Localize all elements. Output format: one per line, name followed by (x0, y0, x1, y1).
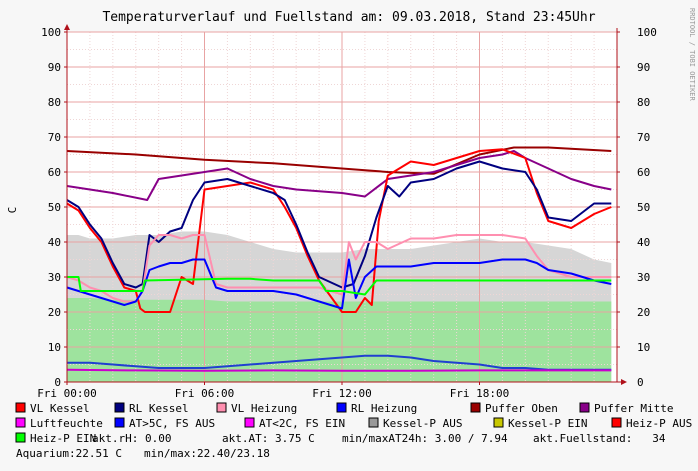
y-tick-label-left: 0 (54, 376, 61, 389)
legend-item: Puffer Oben (470, 402, 558, 415)
legend-item: Luftfeuchte (15, 417, 103, 430)
legend-swatch (15, 402, 26, 413)
y-tick-label-left: 70 (48, 131, 61, 144)
info-fuellstand: akt.Fuellstand: 34 (533, 432, 666, 445)
x-tick-label: Fri 06:00 (175, 387, 235, 400)
x-tick-label: Fri 12:00 (312, 387, 372, 400)
legend-label: Puffer Mitte (594, 402, 673, 415)
legend-label: Heiz-P AUS (626, 417, 692, 430)
watermark: RRDTOOL / TOBI OETIKER (688, 8, 696, 102)
area-heiz-p-ein (67, 298, 612, 382)
legend-swatch (114, 402, 125, 413)
info-minmax-at: min/maxAT24h: 3.00 / 7.94 (342, 432, 508, 445)
legend-item: Heiz-P AUS (611, 417, 692, 430)
y-tick-label-right: 10 (637, 341, 650, 354)
line-luftfeuchte (66, 368, 612, 372)
legend-label: Luftfeuchte (30, 417, 103, 430)
line-at-5c-fs-aus (67, 354, 612, 371)
y-tick-label-right: 70 (637, 131, 650, 144)
legend-swatch (244, 417, 255, 428)
y-tick-label-right: 30 (637, 271, 650, 284)
y-tick-label-left: 100 (41, 26, 61, 39)
legend-item: VL Heizung (216, 402, 297, 415)
legend-item: VL Kessel (15, 402, 90, 415)
legend-label: RL Kessel (129, 402, 189, 415)
legend-swatch (336, 402, 347, 413)
series-lines (66, 146, 612, 372)
legend-swatch (493, 417, 504, 428)
x-tick-label: Fri 00:00 (37, 387, 97, 400)
x-tick-label: Fri 18:00 (450, 387, 510, 400)
info-panel: akt.rH: 0.00 akt.AT: 3.75 C min/maxAT24h… (16, 432, 666, 460)
legend-label: AT>5C, FS AUS (129, 417, 215, 430)
y-tick-label-left: 20 (48, 306, 61, 319)
y-tick-label-right: 60 (637, 166, 650, 179)
y-tick-label-right: 80 (637, 96, 650, 109)
y-tick-label-left: 90 (48, 61, 61, 74)
y-tick-label-left: 40 (48, 236, 61, 249)
legend-label: Kessel-P EIN (508, 417, 587, 430)
y-tick-label-right: 100 (637, 26, 657, 39)
info-aquarium-minmax: min/max:22.40/23.18 (144, 447, 270, 460)
legend-item: Puffer Mitte (579, 402, 673, 415)
legend-swatch (114, 417, 125, 428)
chart-title: Temperaturverlauf und Fuellstand am: 09.… (102, 10, 595, 25)
y-tick-label-right: 40 (637, 236, 650, 249)
y-tick-label-left: 50 (48, 201, 61, 214)
y-tick-label-left: 60 (48, 166, 61, 179)
legend-swatch (15, 417, 26, 428)
legend-label: AT<2C, FS EIN (259, 417, 345, 430)
legend-swatch (470, 402, 481, 413)
legend-swatch (611, 417, 622, 428)
legend-item: AT<2C, FS EIN (244, 417, 345, 430)
info-rh: akt.rH: 0.00 (92, 432, 171, 445)
y-tick-label-right: 90 (637, 61, 650, 74)
y-tick-label-left: 30 (48, 271, 61, 284)
legend-item: AT>5C, FS AUS (114, 417, 215, 430)
line-heiz-p-ein (67, 276, 612, 296)
legend-label: VL Heizung (231, 402, 297, 415)
legend-swatch (216, 402, 227, 413)
y-tick-label-right: 20 (637, 306, 650, 319)
legend-swatch (579, 402, 590, 413)
y-tick-label-left: 10 (48, 341, 61, 354)
x-axis-arrow (621, 379, 627, 385)
legend-item: Kessel-P AUS (368, 417, 462, 430)
legend-swatch (15, 432, 26, 443)
y-tick-label-right: 0 (637, 376, 644, 389)
legend-label: Kessel-P AUS (383, 417, 462, 430)
info-at: akt.AT: 3.75 C (222, 432, 315, 445)
legend-label: VL Kessel (30, 402, 90, 415)
legend-label: Heiz-P EIN (30, 432, 96, 445)
legend: VL Kessel RL Kessel VL Heizung RL Heizung Pu… (15, 402, 692, 445)
y-tick-label-left: 80 (48, 96, 61, 109)
legend-label: RL Heizung (351, 402, 417, 415)
line-rl-heizung (66, 258, 612, 310)
y-axis-arrow (64, 24, 70, 30)
line-rl-kessel (66, 160, 612, 289)
legend-item: Kessel-P EIN (493, 417, 587, 430)
y-axis-label: C (6, 207, 19, 214)
line-vl-kessel (66, 148, 612, 313)
legend-item: Heiz-P EIN (15, 432, 96, 445)
legend-swatch (368, 417, 379, 428)
legend-item: RL Heizung (336, 402, 417, 415)
y-tick-label-right: 50 (637, 201, 650, 214)
legend-label: Puffer Oben (485, 402, 558, 415)
line-puffer-oben (66, 146, 612, 175)
axes: 0 0 10 10 20 20 30 30 40 40 50 50 60 60 70 70 80 80 90 90 10… (37, 24, 657, 400)
legend-item: RL Kessel (114, 402, 189, 415)
info-aquarium: Aquarium:22.51 C (16, 447, 122, 460)
